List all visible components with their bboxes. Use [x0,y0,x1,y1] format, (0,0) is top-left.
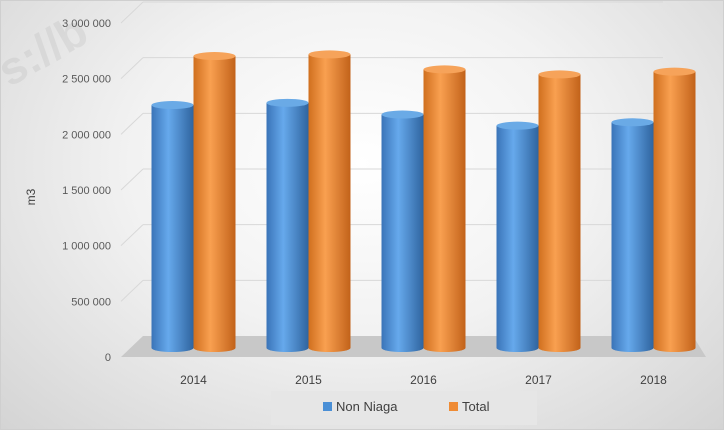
gridline-diag [120,112,144,135]
bar [193,52,236,353]
gridline-diag [120,1,144,24]
y-tick-label: 500 000 [71,296,111,308]
bar [496,121,539,352]
bar-body [381,114,424,352]
y-tick-label: 2 000 000 [62,129,111,141]
legend-box [271,391,537,425]
bar-top [611,118,654,127]
bar-top [496,121,539,130]
bar-top [151,101,194,110]
x-axis: 2014 2015 2016 2017 2018 [180,373,667,387]
bar-top [423,65,466,74]
y-tick-label: 3 000 000 [62,18,111,30]
x-tick-label: 2015 [295,373,322,387]
bar [266,98,309,352]
bar-top [308,50,351,59]
bar-top [538,70,581,79]
legend-swatch [449,402,458,411]
legend-label: Non Niaga [336,399,398,414]
bar [308,50,351,352]
bars [151,50,696,353]
gridline-diag [120,57,144,80]
x-tick-label: 2018 [640,373,667,387]
bar-top [653,67,696,76]
bar-top [193,52,236,61]
bar-body [193,56,236,353]
bar-body [653,71,696,352]
bar-top [381,110,424,119]
gridline-diag [120,168,144,191]
bar [381,110,424,352]
y-axis-title: m3 [24,188,38,205]
gridline-diag [120,279,144,302]
y-tick-label: 1 000 000 [62,241,111,253]
gridline-diag [120,224,144,247]
bar [653,67,696,352]
y-axis: 0 500 000 1 000 000 1 500 000 2 000 000 2 500… [62,18,111,364]
bar-body [151,105,194,353]
bar [423,65,466,353]
bar-body [496,125,539,352]
bar [611,118,654,352]
y-tick-label: 1 500 000 [62,185,111,197]
bar-top [266,98,309,107]
bar [538,70,581,353]
legend: Non Niaga Total [271,391,537,425]
bar-body [611,122,654,352]
x-tick-label: 2014 [180,373,207,387]
legend-label: Total [462,399,490,414]
bar-body [423,69,466,353]
bar [151,101,194,353]
y-tick-label: 0 [105,352,111,364]
x-tick-label: 2017 [525,373,552,387]
x-tick-label: 2016 [410,373,437,387]
bar-body [266,102,309,352]
bar-body [308,54,351,352]
y-tick-label: 2 500 000 [62,74,111,86]
legend-swatch [323,402,332,411]
bar-body [538,74,581,353]
